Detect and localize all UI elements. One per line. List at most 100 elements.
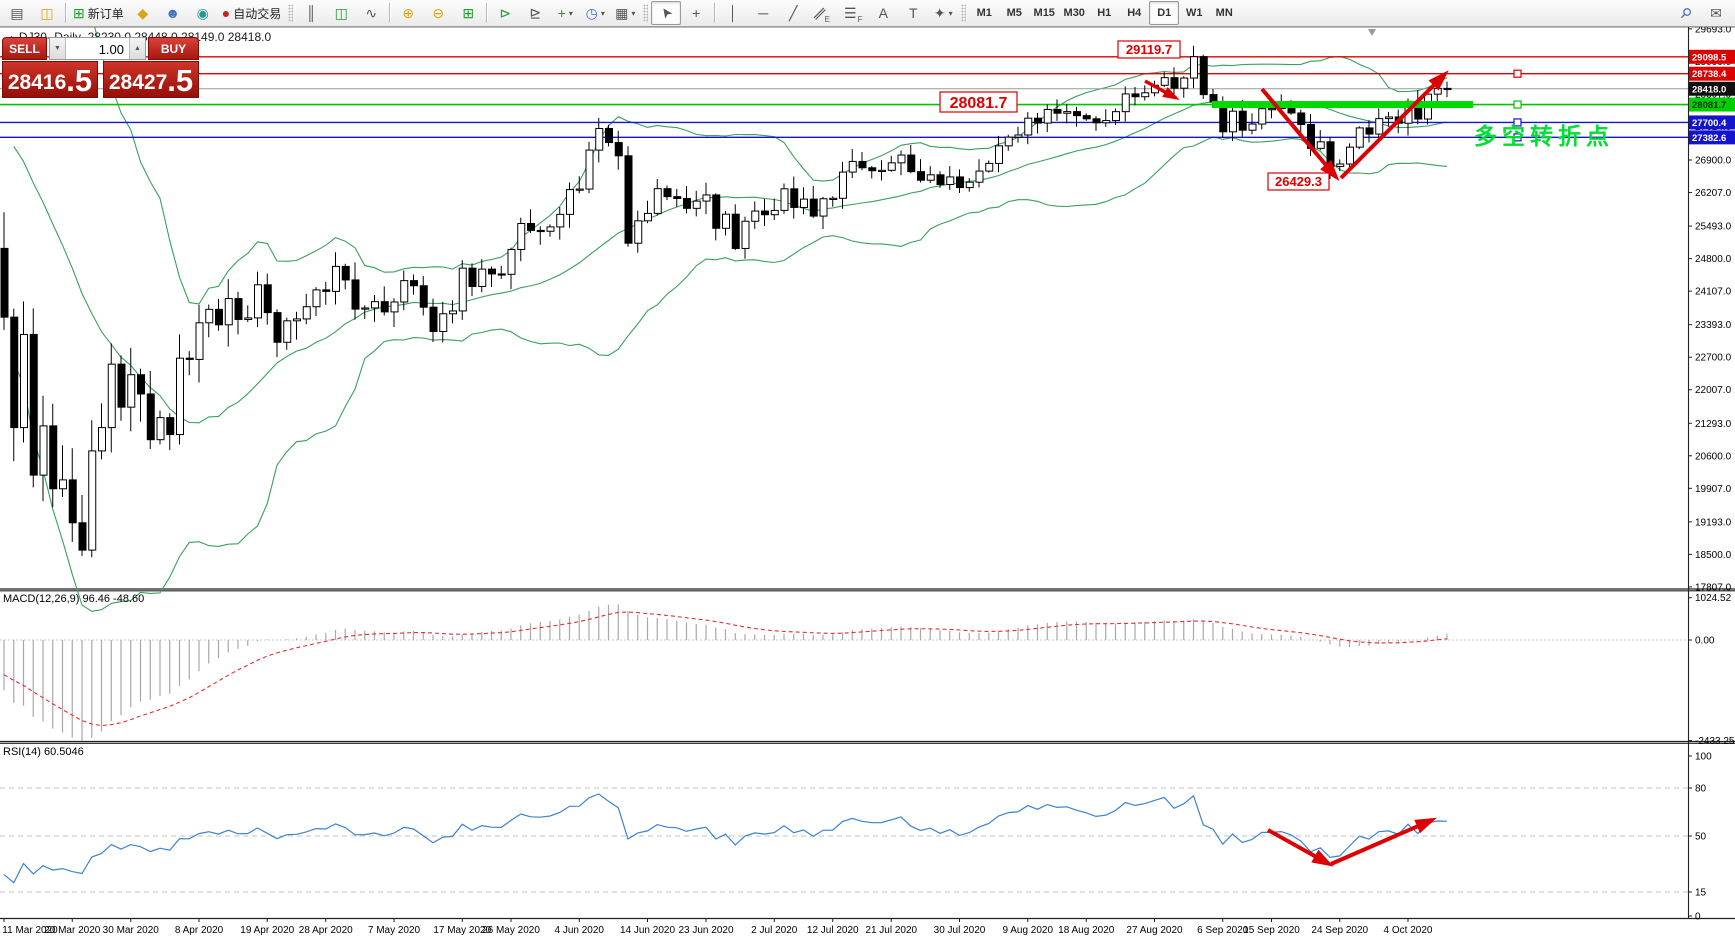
timeframe-m1-button[interactable]: M1 — [976, 7, 992, 19]
svg-text:19 Apr 2020: 19 Apr 2020 — [240, 925, 294, 936]
timeframe-d1-button[interactable]: D1 — [1149, 1, 1180, 25]
horizontal-line-button[interactable]: ─ — [748, 1, 778, 25]
sell-price-display[interactable]: 28416.5 — [2, 61, 98, 98]
zoom-out-icon: ⊖ — [432, 5, 445, 21]
tile-windows-icon: ⊞ — [462, 5, 475, 21]
chart-shift-button[interactable]: ⊵ — [520, 1, 550, 25]
svg-text:4 Oct 2020: 4 Oct 2020 — [1384, 925, 1433, 936]
timeframe-h1-button[interactable]: H1 — [1097, 7, 1112, 19]
timeframe-w1-button[interactable]: W1 — [1185, 7, 1203, 19]
svg-text:22700.0: 22700.0 — [1695, 353, 1732, 364]
toolbar-grip — [288, 4, 294, 22]
svg-text:25493.0: 25493.0 — [1695, 222, 1732, 233]
chat-button[interactable]: ✉ — [1701, 1, 1731, 25]
line-chart-icon: ∿ — [365, 5, 378, 21]
periods-caret-icon: ▾ — [600, 8, 605, 18]
expert-advisors-button[interactable]: ☻ — [158, 1, 188, 25]
text-button[interactable]: A — [868, 1, 898, 25]
equidistant-channel-button[interactable]: ∥ E — [808, 1, 838, 25]
toolbar-separator — [486, 3, 488, 23]
crosshair-button[interactable]: + — [681, 1, 711, 25]
arrows-button[interactable]: ✦ ▾ — [928, 1, 958, 25]
svg-text:28738.4: 28738.4 — [1692, 69, 1727, 80]
timeframe-m15-button[interactable]: M15 — [1033, 7, 1055, 19]
auto-scroll-icon: ⊳ — [499, 5, 512, 21]
styler-button[interactable]: ◆ — [128, 1, 158, 25]
sell-button[interactable]: SELL — [2, 37, 47, 60]
svg-text:24 Sep 2020: 24 Sep 2020 — [1311, 925, 1368, 936]
templates-button[interactable]: ▦ ▾ — [610, 1, 640, 25]
svg-text:14 Jun 2020: 14 Jun 2020 — [620, 925, 675, 936]
chart-shift-icon: ⊵ — [529, 5, 542, 21]
market-watch-button[interactable]: ▤ — [2, 1, 32, 25]
svg-text:MACD(12,26,9) 96.46 -48.60: MACD(12,26,9) 96.46 -48.60 — [3, 593, 144, 605]
toolbar-separator — [65, 3, 66, 23]
horizontal-line-icon: ─ — [758, 5, 769, 21]
autotrading-button[interactable]: ● 自动交易 — [218, 1, 285, 25]
buy-price-display[interactable]: 28427.5 — [103, 61, 199, 98]
volume-increase-button[interactable]: ▲ — [129, 38, 145, 59]
trendline-button[interactable]: ╱ — [778, 1, 808, 25]
svg-text:19907.0: 19907.0 — [1695, 484, 1732, 495]
svg-text:21 Jul 2020: 21 Jul 2020 — [865, 925, 917, 936]
styler-icon: ◆ — [137, 5, 149, 21]
svg-text:15 Sep 2020: 15 Sep 2020 — [1243, 925, 1300, 936]
svg-text:-2433.25: -2433.25 — [1695, 736, 1735, 747]
timeframe-mn-button[interactable]: MN — [1215, 7, 1233, 19]
volume-input[interactable]: 1.00 — [98, 42, 124, 57]
autotrading-icon: ● — [221, 5, 231, 21]
svg-text:28081.7: 28081.7 — [1692, 100, 1726, 111]
svg-text:26207.0: 26207.0 — [1695, 188, 1732, 199]
buy-button[interactable]: BUY — [148, 37, 199, 60]
svg-text:29098.5: 29098.5 — [1692, 52, 1727, 63]
sell-price-frac: .5 — [66, 62, 93, 98]
fibonacci-button-sub-label: F — [857, 15, 863, 24]
volume-decrease-button[interactable]: ▼ — [50, 38, 66, 59]
new-order-button[interactable]: ⊞ 新订单 — [69, 1, 128, 25]
fibonacci-icon: ☰ — [844, 5, 857, 21]
svg-text:29693.0: 29693.0 — [1695, 27, 1732, 35]
periods-button[interactable]: ◷ ▾ — [580, 1, 610, 25]
svg-text:26429.3: 26429.3 — [1275, 174, 1322, 189]
zoom-out-button[interactable]: ⊖ — [423, 1, 453, 25]
indicators-button[interactable]: + ▾ — [550, 1, 580, 25]
svg-text:4 Jun 2020: 4 Jun 2020 — [555, 925, 605, 936]
vertical-line-button[interactable]: │ — [718, 1, 748, 25]
text-label-icon: T — [908, 5, 918, 21]
svg-text:23393.0: 23393.0 — [1695, 320, 1732, 331]
line-chart-button[interactable]: ∿ — [356, 1, 386, 25]
search-button[interactable]: ⚲ — [1671, 1, 1701, 25]
buy-price-int: 28427 — [108, 70, 168, 94]
svg-text:24107.0: 24107.0 — [1695, 287, 1732, 298]
one-click-trading-panel: SELL ▼ 1.00 ▲ BUY 28416.5 28427.5 — [2, 37, 199, 98]
svg-text:27 Aug 2020: 27 Aug 2020 — [1126, 925, 1183, 936]
candlestick-chart-icon: ◫ — [334, 5, 348, 21]
zoom-in-button[interactable]: ⊕ — [393, 1, 423, 25]
svg-text:11 Mar 2020: 11 Mar 2020 — [2, 925, 58, 936]
trendline-icon: ╱ — [789, 5, 798, 21]
timeframe-h4-button[interactable]: H4 — [1127, 7, 1142, 19]
auto-scroll-button[interactable]: ⊳ — [490, 1, 520, 25]
vertical-line-icon: │ — [728, 5, 738, 21]
toolbar-separator — [714, 3, 716, 23]
bar-chart-button[interactable]: ║ — [296, 1, 326, 25]
timeframe-m30-button[interactable]: M30 — [1063, 7, 1085, 19]
text-label-button[interactable]: T — [898, 1, 928, 25]
periods-icon: ◷ — [585, 5, 598, 21]
tile-windows-button[interactable]: ⊞ — [453, 1, 483, 25]
volume-box: ▼ 1.00 ▲ — [49, 37, 146, 60]
fibonacci-button[interactable]: ☰ F — [838, 1, 868, 25]
cursor-icon: ➤ — [656, 3, 677, 23]
svg-text:27382.6: 27382.6 — [1692, 133, 1726, 144]
svg-text:28418.0: 28418.0 — [1692, 84, 1726, 95]
autotrading-button-label: 自动交易 — [233, 6, 282, 21]
timeframe-m5-button[interactable]: M5 — [1006, 7, 1022, 19]
indicators-caret-icon: ▾ — [568, 8, 573, 18]
candlestick-chart-button[interactable]: ◫ — [326, 1, 356, 25]
signals-button[interactable]: ◉ — [188, 1, 218, 25]
price-chart[interactable]: 29693.029000.028307.027614.026900.026207… — [0, 27, 1735, 940]
text-icon: A — [878, 5, 888, 21]
cursor-button[interactable]: ➤ — [651, 1, 682, 25]
data-window-button[interactable]: ◫ — [32, 1, 62, 25]
svg-text:1024.52: 1024.52 — [1695, 593, 1732, 604]
